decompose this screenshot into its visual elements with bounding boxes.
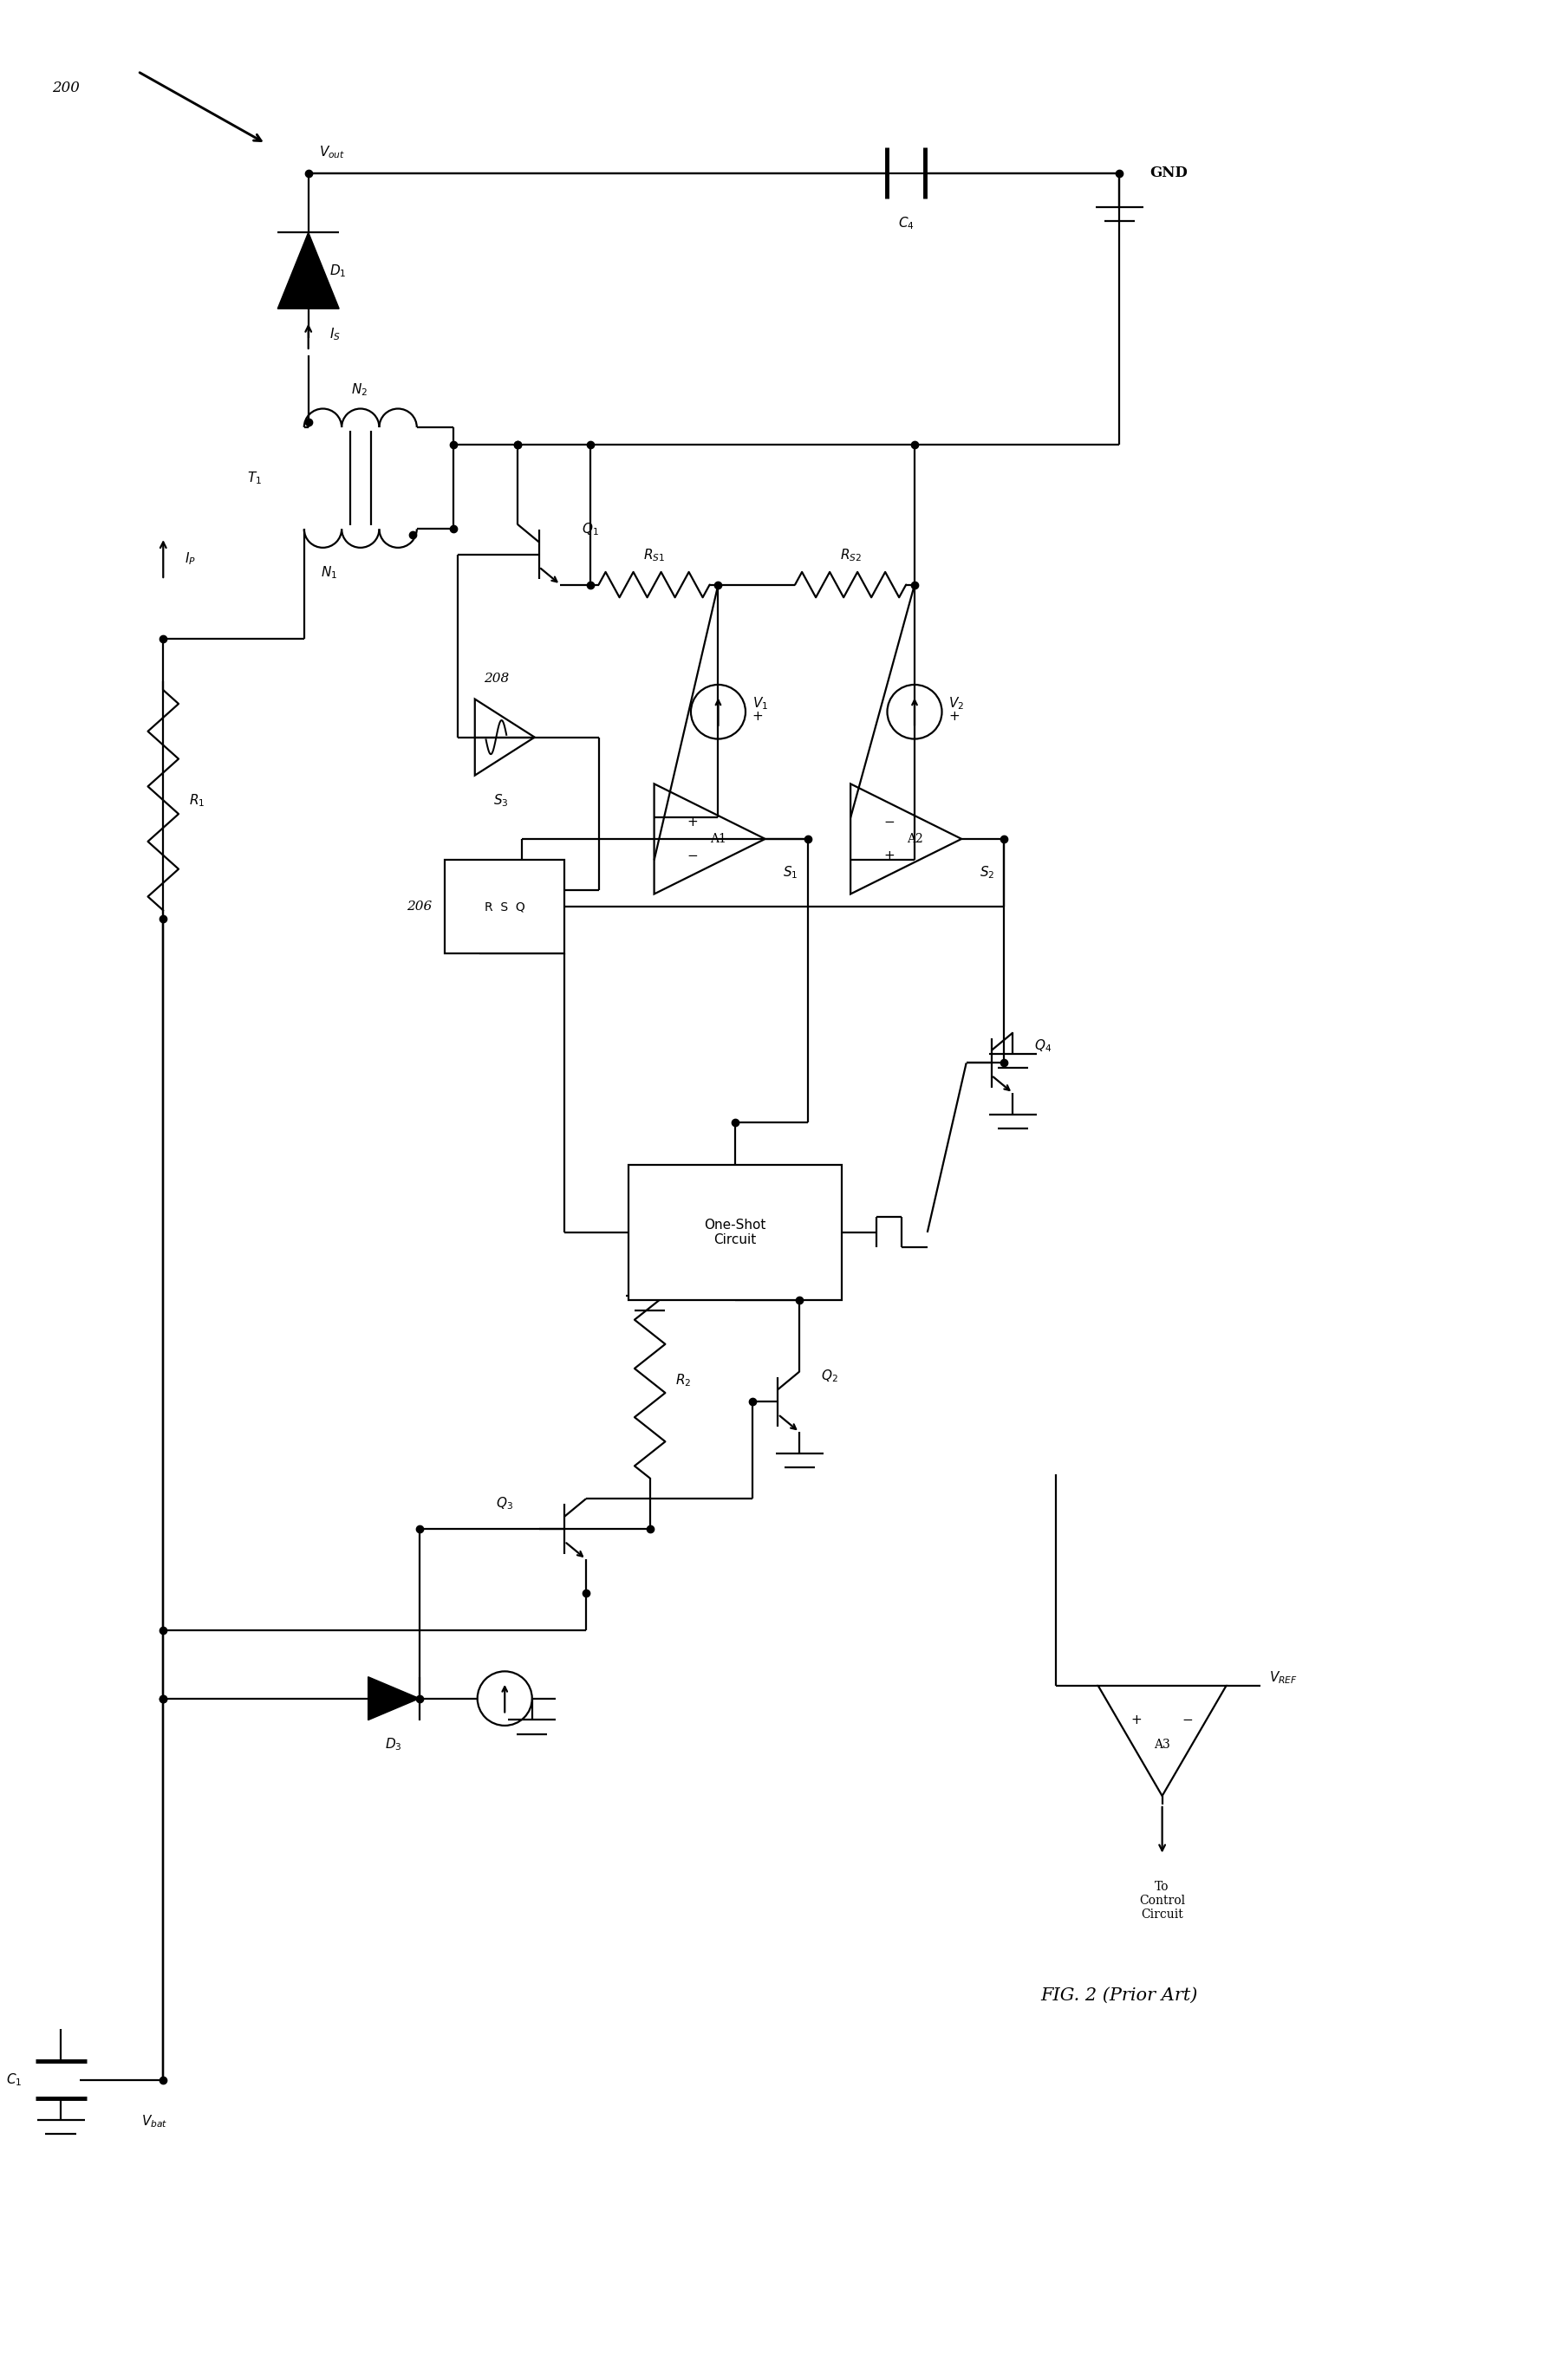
Text: +: + [687,816,698,828]
Text: +: + [1132,1714,1142,1726]
Text: 206: 206 [406,900,432,914]
Text: $Q_4$: $Q_4$ [1034,1038,1051,1054]
Text: $R_2$: $R_2$ [676,1373,691,1390]
Text: +: + [884,850,894,862]
Text: GND: GND [1150,167,1187,181]
Polygon shape [369,1678,420,1721]
Text: +: + [752,709,764,724]
Text: $V_{REF}$: $V_{REF}$ [1269,1668,1297,1685]
Text: $Q_2$: $Q_2$ [820,1368,837,1385]
Text: $R_1$: $R_1$ [189,793,205,809]
FancyBboxPatch shape [445,859,564,954]
Text: $I_P$: $I_P$ [184,550,195,566]
Text: $Q_3$: $Q_3$ [496,1495,513,1511]
Text: 200: 200 [53,81,81,95]
Text: −: − [687,850,698,862]
Text: 208: 208 [484,674,508,685]
Text: $R_{S2}$: $R_{S2}$ [840,547,862,564]
Text: $V_{bat}$: $V_{bat}$ [141,2113,167,2130]
Text: $D_1$: $D_1$ [330,262,347,278]
Text: $V_2$: $V_2$ [949,695,964,712]
FancyBboxPatch shape [629,1164,842,1299]
Text: $Q_1$: $Q_1$ [581,521,598,538]
Text: To
Control
Circuit: To Control Circuit [1139,1880,1186,1921]
Text: $C_4$: $C_4$ [897,217,914,231]
Text: +: + [949,709,959,724]
Text: $S_2$: $S_2$ [980,864,995,881]
Text: A3: A3 [1155,1740,1170,1752]
Text: $C_1$: $C_1$ [6,2071,22,2087]
Text: $T_1$: $T_1$ [246,471,262,486]
Text: −: − [1183,1714,1194,1726]
Text: −: − [884,816,894,828]
Text: $N_1$: $N_1$ [321,564,338,581]
Text: $N_2$: $N_2$ [350,381,367,397]
Text: One-Shot
Circuit: One-Shot Circuit [704,1219,766,1247]
Text: $V_{out}$: $V_{out}$ [319,145,344,159]
Text: $I_S$: $I_S$ [330,326,341,343]
Text: $S_3$: $S_3$ [493,793,508,809]
Polygon shape [277,233,339,309]
Text: $R_{S1}$: $R_{S1}$ [643,547,665,564]
Text: $D_3$: $D_3$ [386,1737,403,1752]
Text: $V_1$: $V_1$ [752,695,769,712]
Text: FIG. 2 (Prior Art): FIG. 2 (Prior Art) [1042,1987,1198,2004]
Text: A1: A1 [710,833,727,845]
Text: A2: A2 [907,833,922,845]
Text: $S_1$: $S_1$ [783,864,798,881]
Text: R  S  Q: R S Q [485,900,525,914]
